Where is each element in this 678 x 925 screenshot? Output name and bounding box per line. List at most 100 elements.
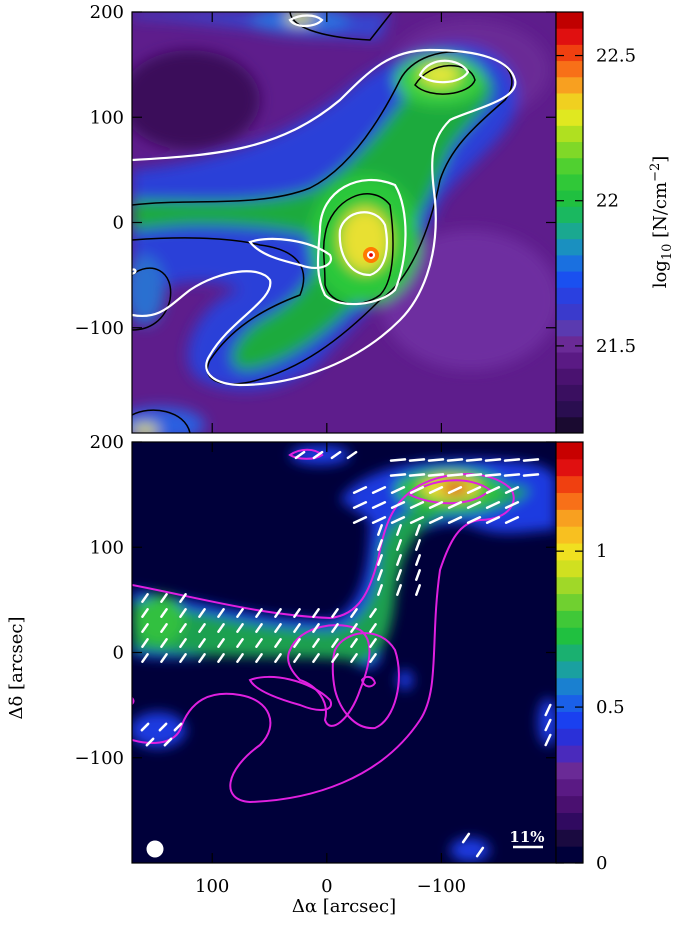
colorbar-swatch [556, 846, 583, 864]
polarization-vector [255, 608, 263, 618]
polarization-vector [408, 458, 426, 462]
polarization-vector [428, 501, 444, 509]
polarization-vector [352, 516, 368, 524]
polarization-vector [544, 703, 552, 717]
colorbar-swatch [556, 475, 583, 494]
polarization-vector [415, 584, 421, 596]
polarization-vector [163, 737, 173, 747]
polarization-vector [160, 623, 168, 633]
colorbar-swatch [556, 745, 583, 763]
polarization-vector [198, 623, 206, 633]
polarization-vector [293, 623, 301, 633]
polarization-vector [274, 638, 282, 648]
polarization-vector [173, 722, 183, 732]
polarization-vector [428, 486, 444, 494]
polarization-vector [522, 473, 540, 477]
colorbar-tick-label: 21.5 [596, 336, 636, 357]
polarization-vector [390, 501, 406, 509]
colorbar-swatch [556, 271, 583, 288]
polarization-vector [389, 473, 407, 477]
y-axis-label: Δδ [arcsec] [6, 617, 27, 720]
polarization-vector [350, 638, 358, 648]
polarization-vector [369, 623, 377, 633]
polarization-vector [217, 608, 225, 618]
polarization-vector [396, 539, 402, 551]
bottom-x-ticks: 100 0 −100 [195, 876, 466, 897]
polarization-vector [236, 653, 244, 663]
polarization-vector [217, 653, 225, 663]
polarization-vector [415, 569, 421, 581]
polarization-vector [331, 638, 339, 648]
y-tick-label: −100 [75, 318, 124, 339]
colorbar-swatch [556, 509, 583, 527]
colorbar-swatch [556, 60, 583, 78]
polarization-vector [350, 608, 358, 618]
polarization-vector [160, 638, 168, 648]
polarization-vector [461, 832, 471, 844]
polarization-vector [217, 623, 225, 633]
colorbar-swatch [556, 627, 583, 645]
polarization-vector [484, 458, 502, 462]
colorbar-swatch [556, 303, 583, 321]
polarization-vector [504, 486, 520, 494]
polarization-vector [503, 458, 521, 462]
polarization-vector [377, 569, 383, 581]
colorbar-swatch [556, 141, 583, 159]
polarization-vector [179, 623, 187, 633]
polarization-vector [198, 653, 206, 663]
polarization-vector [160, 653, 168, 663]
polarization-vector [160, 593, 168, 603]
polarization-vector [236, 638, 244, 648]
polarization-vector [377, 524, 383, 536]
polarization-vector [312, 608, 320, 618]
colorbar-swatch [556, 222, 583, 240]
top-column-density-map [132, 12, 556, 433]
polarization-vector [415, 554, 421, 566]
polarization-vector [484, 473, 502, 477]
polarization-vector [465, 458, 483, 462]
polarization-vector [447, 516, 463, 524]
colorbar-swatch [556, 677, 583, 696]
colorbar-swatch [556, 576, 583, 595]
colorbar-swatch [556, 384, 583, 402]
polarization-vector [350, 653, 358, 663]
polarization-vector [369, 608, 377, 618]
polarization-vector [409, 501, 425, 509]
colorbar-swatch [556, 44, 583, 62]
polarization-vector [236, 608, 244, 618]
polarization-vector [415, 539, 421, 551]
polarization-vector [409, 516, 425, 524]
polarization-vector [377, 584, 383, 596]
colorbar-swatch [556, 157, 583, 175]
polarization-vector [350, 623, 358, 633]
bottom-y-ticks: 200 100 0 −100 [75, 432, 556, 863]
polarization-vector [396, 569, 402, 581]
polarization-vector [198, 608, 206, 618]
polarization-vector [217, 638, 225, 648]
x-tick-label: 0 [321, 876, 332, 897]
polarization-vector [446, 473, 464, 477]
top-colorbar-label: log10 [N/cm−2] [648, 156, 675, 289]
bottom-polarization-map: 11% [132, 442, 556, 863]
colorbar-swatch [556, 711, 583, 729]
colorbar-swatch [556, 559, 583, 578]
scale-bar-label: 11% [509, 828, 544, 846]
polarization-vector [331, 608, 339, 618]
polarization-vector [141, 653, 149, 663]
colorbar-swatch [556, 319, 583, 337]
polarization-vector [312, 653, 320, 663]
polarization-vector [408, 473, 426, 477]
polarization-vector [396, 584, 402, 596]
polarization-vector [179, 593, 187, 603]
colorbar-tick-label: 0.5 [596, 697, 625, 718]
colorbar-tick-label: 22.5 [596, 46, 636, 67]
polarization-vector [274, 653, 282, 663]
top-colorbar: 22.5 22 21.5 [555, 11, 636, 434]
polarization-vector [236, 623, 244, 633]
colorbar-swatch [556, 12, 583, 29]
polarization-vector [140, 722, 150, 732]
colorbar-swatch [556, 352, 583, 369]
colorbar-swatch [556, 206, 583, 223]
polarization-vector [312, 450, 324, 460]
y-tick-label: −100 [75, 748, 124, 769]
